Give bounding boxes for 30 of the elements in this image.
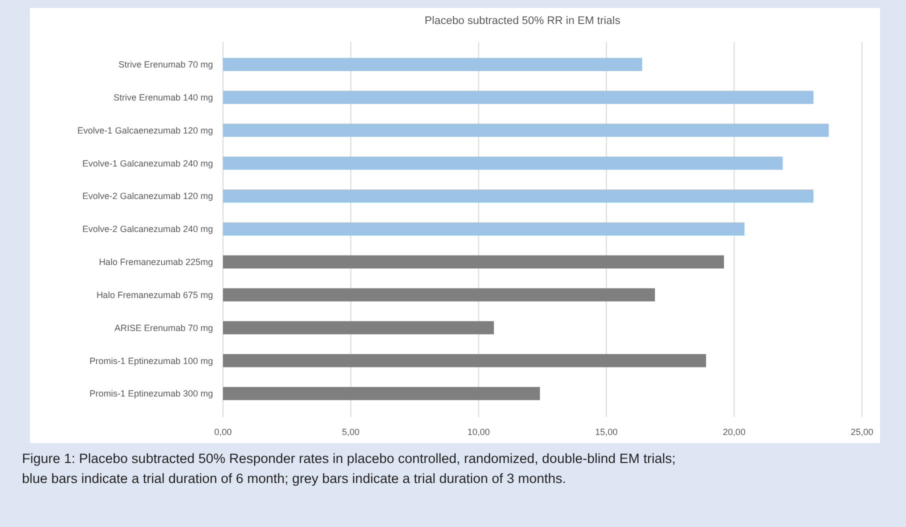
y-tick-label: Halo Fremanezumab 225mg [98, 257, 213, 268]
bar [223, 222, 744, 236]
y-tick-label: Evolve-1 Galcanezumab 240 mg [82, 158, 213, 168]
bar [223, 156, 783, 170]
x-tick-label: 10,00 [467, 427, 490, 437]
bar [223, 288, 655, 302]
x-tick-label: 0,00 [214, 427, 232, 437]
caption: Figure 1: Placebo subtracted 50% Responder rates in placebo controlled, randomized, double-blind EM trials; blue bars indicate a trial duration of 6 month; grey bars indicate a trial duration of 3 months. [22, 451, 676, 486]
x-tick-label: 15,00 [595, 427, 618, 437]
bar [223, 386, 540, 400]
y-tick-label: Strive Erenumab 140 mg [113, 92, 213, 103]
y-tick-label: Evolve-2 Galcanezumab 240 mg [82, 224, 213, 234]
bar [223, 90, 814, 104]
y-tick-label: ARISE Erenumab 70 mg [114, 322, 213, 333]
bar [223, 58, 642, 72]
y-tick-label: Evolve-1 Galcaenezumab 120 mg [77, 125, 213, 136]
x-tick-label: 5,00 [342, 427, 360, 437]
bar [223, 255, 724, 268]
y-tick-label: Evolve-2 Galcanezumab 120 mg [82, 191, 213, 202]
bar [223, 124, 829, 137]
y-tick-label: Strive Erenumab 70 mg [118, 60, 213, 70]
y-tick-label: Halo Fremanezumab 675 mg [96, 290, 213, 300]
chart-title: Placebo subtracted 50% RR in EM trials [424, 15, 621, 27]
y-tick-label: Promis-1 Eptinezumab 300 mg [89, 388, 213, 399]
y-tick-label: Promis-1 Eptinezumab 100 mg [89, 356, 213, 366]
x-tick-label: 25,00 [850, 427, 874, 437]
x-tick-label: 20,00 [722, 427, 746, 437]
bar [223, 190, 814, 203]
bar [223, 321, 494, 334]
bar [223, 354, 706, 368]
